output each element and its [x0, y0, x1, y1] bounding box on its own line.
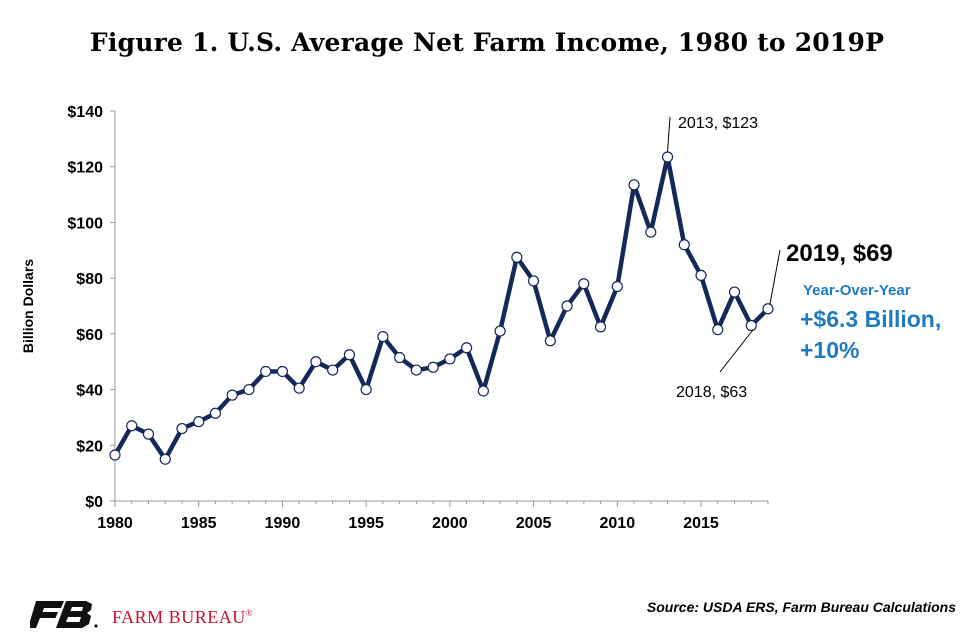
data-point [762, 303, 774, 315]
y-tick-label: $20 [76, 438, 103, 455]
x-tick-label: 1995 [348, 515, 384, 532]
data-point [578, 278, 590, 290]
y-tick-label: $100 [67, 215, 103, 232]
annotation-leader-2019 [769, 249, 781, 304]
x-tick-label: 1980 [97, 515, 133, 532]
data-point [645, 226, 657, 238]
x-tick-label: 2005 [516, 515, 552, 532]
x-tick-label: 1985 [181, 515, 217, 532]
source-note: Source: USDA ERS, Farm Bureau Calculatio… [646, 599, 956, 615]
data-point [561, 300, 573, 312]
annotation-2013: 2013, $123 [678, 115, 758, 132]
annotation-leader-2013 [667, 116, 671, 152]
data-point [461, 342, 473, 354]
farm-bureau-logo [28, 597, 100, 631]
data-point [310, 356, 322, 368]
data-point [712, 324, 724, 336]
data-point [142, 428, 155, 440]
data-point [243, 383, 255, 396]
data-point [193, 416, 205, 428]
data-point [394, 351, 406, 364]
data-point [209, 407, 222, 419]
data-point [126, 420, 138, 432]
chart-title: Figure 1. U.S. Average Net Farm Income, … [89, 28, 885, 57]
y-tick-label: $80 [76, 271, 103, 288]
data-point [327, 364, 339, 376]
data-point [594, 321, 607, 333]
data-point [360, 383, 372, 396]
data-point [176, 422, 188, 435]
data-point [728, 286, 741, 298]
y-tick-label: $40 [76, 383, 103, 400]
data-point [343, 349, 356, 361]
callout-line2: +10% [800, 337, 859, 363]
data-point [611, 280, 623, 293]
y-tick-label: $0 [85, 494, 103, 511]
annotation-2019: 2019, $69 [786, 240, 893, 267]
farm-bureau-logo-icon [28, 601, 98, 628]
y-tick-label: $120 [67, 160, 103, 177]
data-point [628, 179, 640, 191]
y-tick-label: $60 [76, 327, 103, 344]
data-point [527, 275, 540, 287]
x-tick-label: 2000 [432, 515, 468, 532]
series-line [113, 154, 770, 462]
data-point [695, 269, 707, 281]
y-tick-label: $140 [67, 104, 103, 121]
data-point [494, 325, 506, 337]
y-axis-label: Billion Dollars [20, 259, 36, 353]
data-point [260, 365, 272, 378]
data-point [276, 365, 289, 378]
data-point [377, 331, 389, 343]
data-point [159, 453, 171, 465]
data-point [544, 335, 556, 347]
data-point [678, 239, 690, 251]
data-point [745, 319, 757, 332]
data-point [661, 151, 674, 163]
annotation-2018: 2018, $63 [676, 384, 747, 401]
callout-heading: Year-Over-Year [803, 282, 911, 299]
brand-name: FARM BUREAU® [112, 607, 253, 628]
data-point [477, 385, 489, 397]
data-point [293, 382, 305, 394]
data-point [444, 353, 456, 365]
data-point [226, 389, 238, 401]
x-tick-label: 2010 [600, 515, 636, 532]
callout-line1: +$6.3 Billion, [800, 306, 941, 332]
brand-name-text: FARM BUREAU [112, 607, 246, 627]
data-point [511, 251, 523, 263]
data-point [109, 449, 121, 461]
data-point [410, 364, 422, 376]
data-point [427, 361, 439, 373]
annotation-leader-2018 [719, 329, 754, 373]
x-tick-label: 1990 [265, 515, 301, 532]
x-tick-label: 2015 [683, 515, 719, 532]
registered-mark: ® [245, 608, 254, 618]
